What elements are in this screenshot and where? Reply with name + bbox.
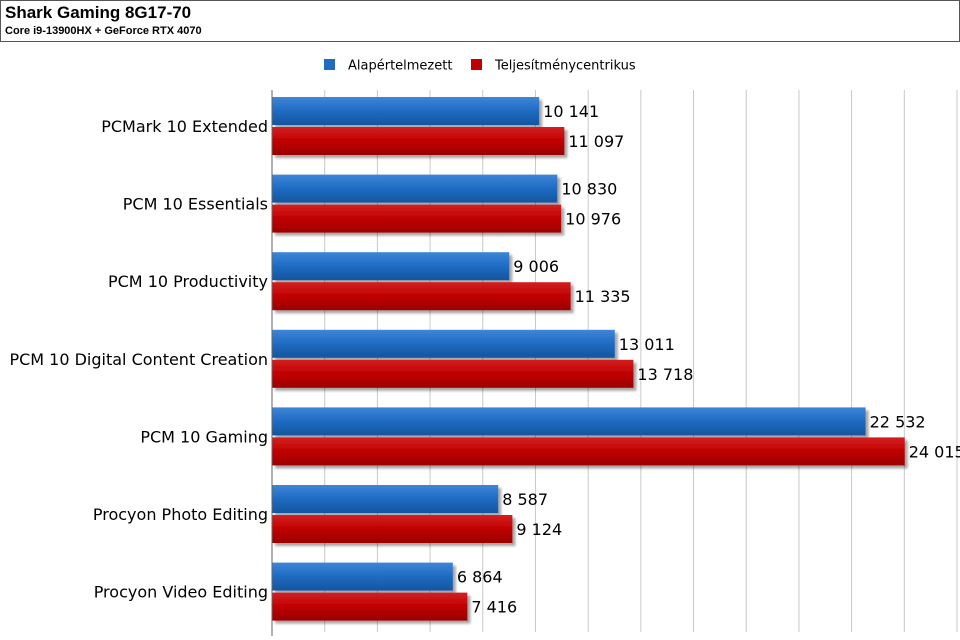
data-label: 8 587 — [502, 490, 548, 509]
legend-label: Alapértelmezett — [348, 59, 452, 74]
data-label: 13 011 — [619, 335, 675, 354]
category-label: Procyon Video Editing — [94, 583, 268, 602]
bar — [272, 174, 558, 203]
bar — [272, 562, 453, 591]
legend-swatch — [471, 59, 482, 70]
bar — [272, 437, 905, 466]
data-label: 9 006 — [513, 257, 559, 276]
category-label: PCM 10 Productivity — [108, 272, 268, 291]
bar — [272, 204, 562, 233]
legend-label: Teljesítménycentrikus — [494, 59, 636, 74]
legend: Alapértelmezett Teljesítménycentrikus — [324, 59, 636, 74]
data-label: 10 976 — [565, 210, 621, 229]
bar — [272, 359, 634, 388]
category-label: PCM 10 Digital Content Creation — [9, 350, 268, 369]
chart-subtitle: Core i9-13900HX + GeForce RTX 4070 — [5, 25, 202, 37]
legend-swatch — [324, 59, 335, 70]
data-label: 10 141 — [543, 102, 599, 121]
data-label: 9 124 — [516, 520, 562, 539]
category-labels: PCMark 10 Extended PCM 10 Essentials PCM 1… — [9, 117, 268, 602]
chart-header: Shark Gaming 8G17-70 Core i9-13900HX + G… — [0, 0, 960, 42]
data-label: 10 830 — [561, 180, 617, 199]
data-label: 7 416 — [471, 598, 517, 617]
bar — [272, 127, 565, 155]
category-label: PCM 10 Gaming — [140, 427, 268, 446]
category-label: PCM 10 Essentials — [123, 195, 268, 214]
bar — [272, 282, 571, 311]
bar — [272, 485, 499, 513]
category-label: Procyon Photo Editing — [93, 505, 268, 524]
bar — [272, 592, 468, 621]
data-label: 24 015 — [909, 442, 960, 461]
bar — [272, 329, 615, 358]
data-label: 6 864 — [457, 568, 503, 587]
value-labels: 10 141 11 097 10 830 10 976 9 006 11 335 13 01… — [457, 102, 960, 617]
bar — [272, 407, 866, 436]
bar — [272, 515, 513, 543]
data-label: 22 532 — [870, 412, 926, 431]
bar — [272, 97, 540, 125]
chart-title: Shark Gaming 8G17-70 — [5, 3, 192, 22]
category-label: PCMark 10 Extended — [101, 117, 268, 136]
data-label: 11 097 — [568, 132, 624, 151]
bars — [272, 97, 905, 621]
data-label: 13 718 — [637, 365, 693, 384]
bar — [272, 252, 510, 281]
data-label: 11 335 — [575, 287, 631, 306]
